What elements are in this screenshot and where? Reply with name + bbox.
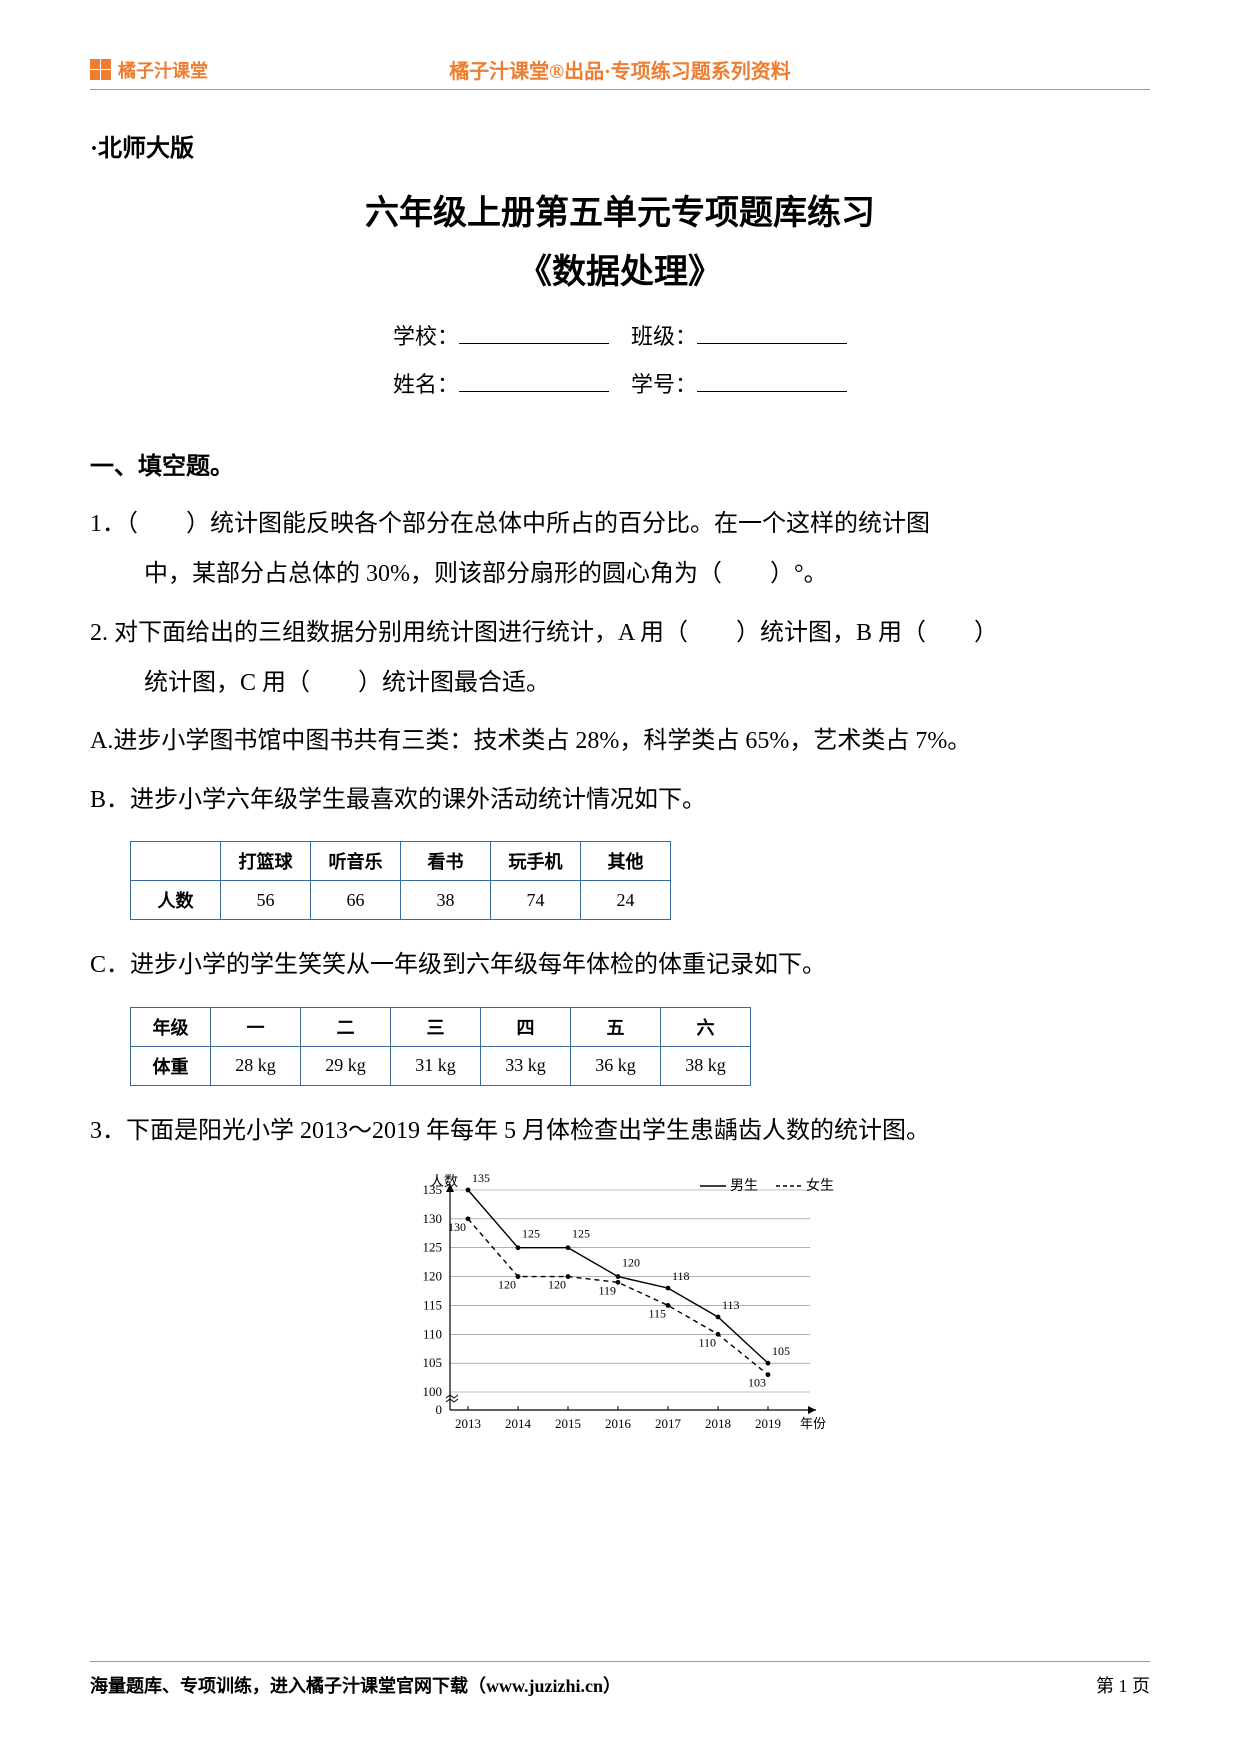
table-header: 年级 (131, 1007, 211, 1046)
svg-text:105: 105 (772, 1344, 790, 1358)
q1-line2: 中，某部分占总体的 30%，则该部分扇形的圆心角为（ ）°。 (90, 549, 1150, 599)
table-c: 年级一二三四五六体重28 kg29 kg31 kg33 kg36 kg38 kg (130, 1007, 751, 1086)
table-cell: 24 (581, 881, 671, 920)
svg-text:100: 100 (423, 1384, 443, 1399)
svg-text:115: 115 (648, 1306, 666, 1320)
table-header: 四 (481, 1007, 571, 1046)
svg-text:103: 103 (748, 1376, 766, 1390)
table-header (131, 842, 221, 881)
q2-line1: 2. 对下面给出的三组数据分别用统计图进行统计，A 用（ ）统计图，B 用（ ） (90, 608, 1150, 658)
table-cell: 36 kg (571, 1046, 661, 1085)
svg-text:120: 120 (622, 1255, 640, 1269)
chart-svg: 100 105 110 115 120 125 130 135 0 人数 2013 2014 2015 2… (390, 1170, 850, 1450)
footer-left: 海量题库、专项训练，进入橘子汁课堂官网下载（www.juzizhi.cn） (90, 1672, 621, 1698)
blank-field[interactable] (459, 343, 609, 344)
svg-text:2019: 2019 (755, 1416, 781, 1431)
id-label: 学号： (631, 372, 697, 397)
section-heading: 一、填空题。 (90, 446, 1150, 481)
svg-text:2017: 2017 (655, 1416, 682, 1431)
svg-text:120: 120 (498, 1277, 516, 1291)
edition-label: ·北师大版 (90, 128, 1150, 163)
table-cell: 29 kg (301, 1046, 391, 1085)
school-label: 学校： (393, 324, 459, 349)
name-label: 姓名： (393, 372, 459, 397)
table-header: 玩手机 (491, 842, 581, 881)
page-title: 六年级上册第五单元专项题库练习 (90, 185, 1150, 234)
q2-line2: 统计图，C 用（ ）统计图最合适。 (90, 658, 1150, 708)
table-cell: 56 (221, 881, 311, 920)
svg-text:年份: 年份 (800, 1416, 826, 1431)
table-header: 五 (571, 1007, 661, 1046)
svg-text:125: 125 (572, 1227, 590, 1241)
svg-text:2016: 2016 (605, 1416, 632, 1431)
table-header: 听音乐 (311, 842, 401, 881)
table-row-label: 体重 (131, 1046, 211, 1085)
svg-text:110: 110 (423, 1326, 442, 1341)
svg-text:113: 113 (722, 1298, 740, 1312)
svg-text:130: 130 (423, 1211, 443, 1226)
page-content: ·北师大版 六年级上册第五单元专项题库练习 《数据处理》 学校： 班级： 姓名：… (90, 110, 1150, 1644)
table-cell: 38 kg (661, 1046, 751, 1085)
page-subtitle: 《数据处理》 (90, 244, 1150, 293)
svg-text:110: 110 (698, 1335, 716, 1349)
line-chart: 100 105 110 115 120 125 130 135 0 人数 2013 2014 2015 2… (390, 1170, 850, 1455)
table-header: 二 (301, 1007, 391, 1046)
svg-text:2013: 2013 (455, 1416, 481, 1431)
svg-text:人数: 人数 (430, 1174, 458, 1190)
table-header: 三 (391, 1007, 481, 1046)
svg-text:125: 125 (522, 1227, 540, 1241)
svg-text:男生: 男生 (730, 1178, 758, 1194)
page-header: 橘子汁课堂 橘子汁课堂®出品·专项练习题系列资料 (90, 50, 1150, 90)
table-cell: 66 (311, 881, 401, 920)
footer-right: 第 1 页 (1096, 1672, 1150, 1698)
svg-text:115: 115 (423, 1297, 442, 1312)
svg-text:135: 135 (472, 1171, 490, 1185)
svg-text:2018: 2018 (705, 1416, 731, 1431)
svg-text:119: 119 (598, 1283, 616, 1297)
blank-field[interactable] (697, 343, 847, 344)
svg-text:2015: 2015 (555, 1416, 581, 1431)
blank-field[interactable] (459, 391, 609, 392)
q2-option-b: B．进步小学六年级学生最喜欢的课外活动统计情况如下。 (90, 775, 1150, 825)
table-header: 打篮球 (221, 842, 311, 881)
table-cell: 74 (491, 881, 581, 920)
question-1: 1．（ ）统计图能反映各个部分在总体中所占的百分比。在一个这样的统计图 中，某部… (90, 499, 1150, 600)
svg-text:0: 0 (436, 1402, 443, 1417)
q2-option-c: C．进步小学的学生笑笑从一年级到六年级每年体检的体重记录如下。 (90, 940, 1150, 990)
svg-text:125: 125 (423, 1240, 443, 1255)
svg-text:130: 130 (448, 1220, 466, 1234)
svg-text:女生: 女生 (806, 1177, 834, 1194)
q1-line1: 1．（ ）统计图能反映各个部分在总体中所占的百分比。在一个这样的统计图 (90, 499, 1150, 549)
page-footer: 海量题库、专项训练，进入橘子汁课堂官网下载（www.juzizhi.cn） 第 … (90, 1661, 1150, 1698)
question-2: 2. 对下面给出的三组数据分别用统计图进行统计，A 用（ ）统计图，B 用（ ）… (90, 608, 1150, 709)
table-header: 六 (661, 1007, 751, 1046)
svg-text:2014: 2014 (505, 1416, 532, 1431)
table-cell: 38 (401, 881, 491, 920)
svg-text:105: 105 (423, 1355, 443, 1370)
table-header: 一 (211, 1007, 301, 1046)
class-label: 班级： (631, 324, 697, 349)
table-cell: 31 kg (391, 1046, 481, 1085)
table-cell: 28 kg (211, 1046, 301, 1085)
svg-text:118: 118 (672, 1269, 690, 1283)
student-info: 学校： 班级： 姓名： 学号： (90, 313, 1150, 410)
table-b: 打篮球听音乐看书玩手机其他人数5666387424 (130, 841, 671, 920)
question-3: 3．下面是阳光小学 2013～2019 年每年 5 月体检查出学生患龋齿人数的统… (90, 1106, 1150, 1156)
table-header: 其他 (581, 842, 671, 881)
blank-field[interactable] (697, 391, 847, 392)
q2-option-a: A.进步小学图书馆中图书共有三类：技术类占 28%，科学类占 65%，艺术类占 … (90, 716, 1150, 766)
table-cell: 33 kg (481, 1046, 571, 1085)
svg-text:120: 120 (548, 1277, 566, 1291)
table-row-label: 人数 (131, 881, 221, 920)
svg-text:120: 120 (423, 1268, 443, 1283)
header-center-text: 橘子汁课堂®出品·专项练习题系列资料 (90, 55, 1150, 84)
table-header: 看书 (401, 842, 491, 881)
